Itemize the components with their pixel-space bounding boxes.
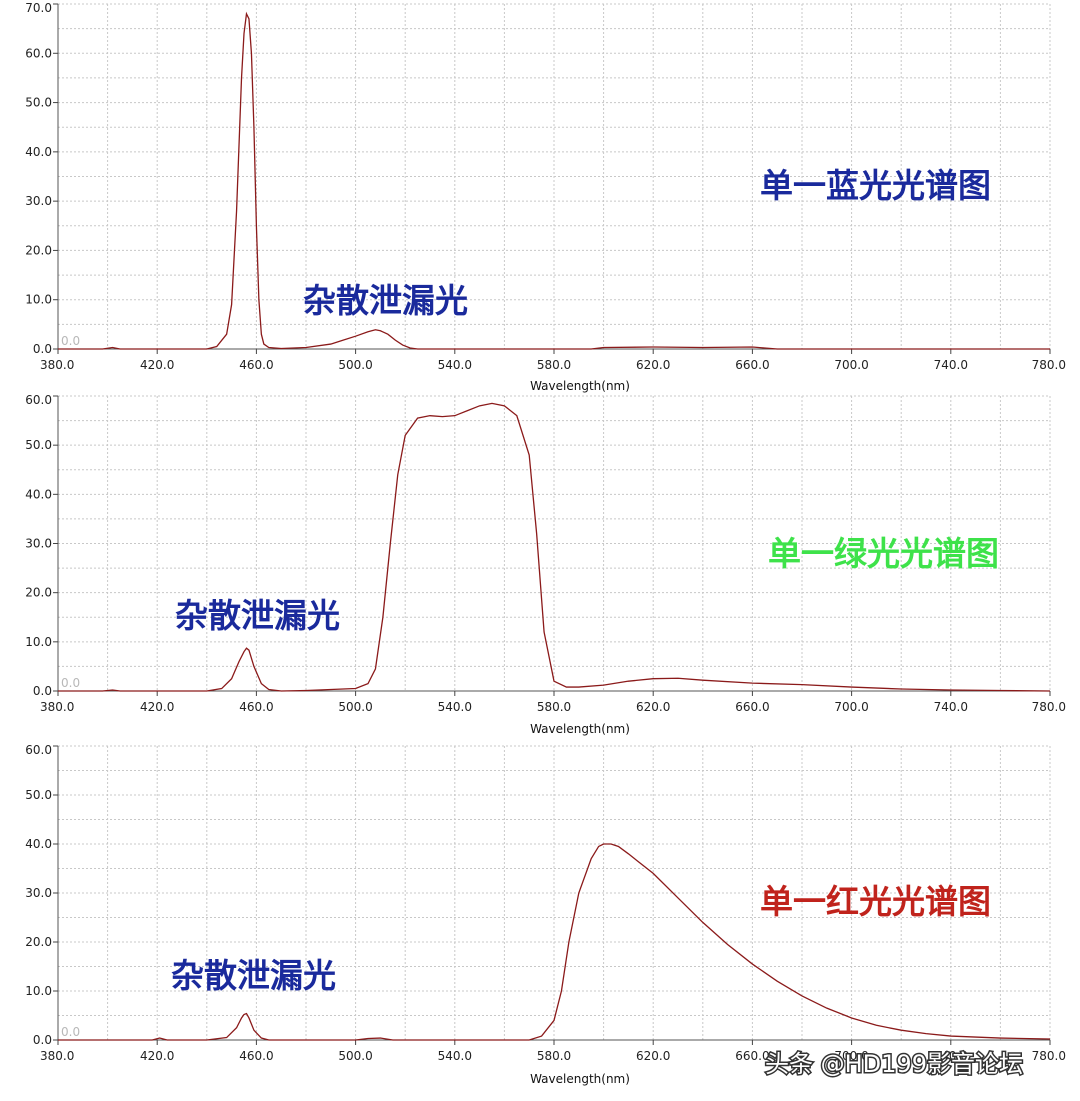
green-x-tick-label: 500.0: [338, 700, 372, 714]
red-x-tick-label: 620.0: [636, 1049, 670, 1063]
blue-zero-label: 0.0: [61, 334, 80, 348]
green-x-tick-label: 540.0: [438, 700, 472, 714]
blue-x-tick-label: 500.0: [338, 358, 372, 372]
red-spectrum-panel: 380.0 420.0 460.0 500.0 540.0 580.0 620.0 660.0…: [25, 743, 1066, 1086]
green-x-tick-label: 420.0: [140, 700, 174, 714]
blue-x-tick-label: 460.0: [239, 358, 273, 372]
red-y-tick-label: 10.0: [25, 984, 52, 998]
red-grid: [57, 745, 1051, 1041]
blue-y-tick-label: 50.0: [25, 96, 52, 110]
blue-x-axis-label: Wavelength(nm): [530, 379, 630, 393]
blue-x-tick-label: 540.0: [438, 358, 472, 372]
red-x-tick-label: 540.0: [438, 1049, 472, 1063]
green-spectrum-line: [58, 402, 1051, 692]
green-x-tick-label: 620.0: [636, 700, 670, 714]
green-y-tick-label: 60.0: [25, 393, 52, 407]
blue-y-tick-label: 70.0: [25, 1, 52, 15]
red-x-axis-label: Wavelength(nm): [530, 1072, 630, 1086]
green-y-tick-label: 20.0: [25, 586, 52, 600]
blue-x-tick-label: 700.0: [834, 358, 868, 372]
green-y-tick-label: 40.0: [25, 487, 52, 501]
blue-spectrum-panel: 380.0 420.0 460.0 500.0 540.0 580.0 620.0 660.0…: [25, 1, 1066, 393]
green-x-axis-label: Wavelength(nm): [530, 722, 630, 736]
green-ticks: 380.0 420.0 460.0 500.0 540.0 580.0 620.0 660.0…: [25, 393, 1066, 714]
blue-x-tick-label: 660.0: [735, 358, 769, 372]
blue-y-tick-label: 30.0: [25, 194, 52, 208]
green-grid: [57, 395, 1051, 692]
green-y-tick-label: 30.0: [25, 537, 52, 551]
green-x-tick-label: 740.0: [934, 700, 968, 714]
red-x-tick-label: 580.0: [537, 1049, 571, 1063]
red-x-tick-label: 660.0: [735, 1049, 769, 1063]
blue-y-tick-label: 0.0: [33, 342, 52, 356]
red-y-tick-label: 60.0: [25, 743, 52, 757]
blue-x-tick-label: 580.0: [537, 358, 571, 372]
blue-ticks: 380.0 420.0 460.0 500.0 540.0 580.0 620.0 660.0…: [25, 1, 1066, 372]
red-x-tick-label: 380.0: [40, 1049, 74, 1063]
green-zero-label: 0.0: [61, 676, 80, 690]
blue-grid: [57, 3, 1051, 350]
red-x-tick-label: 740.0: [934, 1049, 968, 1063]
blue-x-tick-label: 380.0: [40, 358, 74, 372]
red-y-tick-label: 0.0: [33, 1033, 52, 1047]
red-spectrum-line: [58, 843, 1051, 1041]
blue-stray-light-annotation: 杂散泄漏光: [303, 281, 468, 320]
blue-y-tick-label: 10.0: [25, 293, 52, 307]
red-x-tick-label: 780.0: [1032, 1049, 1066, 1063]
red-x-tick-label: 460.0: [239, 1049, 273, 1063]
red-x-tick-label: 700.0: [834, 1049, 868, 1063]
green-x-tick-label: 460.0: [239, 700, 273, 714]
blue-x-tick-label: 740.0: [934, 358, 968, 372]
red-stray-light-annotation: 杂散泄漏光: [171, 956, 336, 995]
blue-x-tick-label: 620.0: [636, 358, 670, 372]
blue-y-tick-label: 20.0: [25, 243, 52, 257]
green-x-tick-label: 660.0: [735, 700, 769, 714]
red-zero-label: 0.0: [61, 1025, 80, 1039]
green-y-tick-label: 10.0: [25, 635, 52, 649]
green-y-tick-label: 0.0: [33, 684, 52, 698]
red-y-tick-label: 50.0: [25, 788, 52, 802]
green-x-tick-label: 700.0: [834, 700, 868, 714]
red-y-tick-label: 20.0: [25, 935, 52, 949]
red-chart-title: 单一红光光谱图: [760, 882, 991, 921]
blue-chart-title: 单一蓝光光谱图: [760, 166, 991, 205]
green-x-tick-label: 780.0: [1032, 700, 1066, 714]
blue-x-tick-label: 780.0: [1032, 358, 1066, 372]
blue-y-tick-label: 60.0: [25, 46, 52, 60]
green-stray-light-annotation: 杂散泄漏光: [175, 596, 340, 635]
red-y-tick-label: 40.0: [25, 837, 52, 851]
blue-x-tick-label: 420.0: [140, 358, 174, 372]
blue-spectrum-line: [58, 11, 1050, 350]
blue-y-tick-label: 40.0: [25, 145, 52, 159]
watermark-text: 头条 @HD199影音论坛: [765, 1050, 1023, 1078]
green-x-tick-label: 580.0: [537, 700, 571, 714]
red-x-tick-label: 420.0: [140, 1049, 174, 1063]
green-spectrum-panel: 380.0 420.0 460.0 500.0 540.0 580.0 620.0 660.0…: [25, 393, 1066, 736]
green-y-tick-label: 50.0: [25, 438, 52, 452]
red-ticks: 380.0 420.0 460.0 500.0 540.0 580.0 620.0 660.0…: [25, 743, 1066, 1063]
red-y-tick-label: 30.0: [25, 886, 52, 900]
green-x-tick-label: 380.0: [40, 700, 74, 714]
red-x-tick-label: 500.0: [338, 1049, 372, 1063]
green-chart-title: 单一绿光光谱图: [768, 534, 999, 573]
